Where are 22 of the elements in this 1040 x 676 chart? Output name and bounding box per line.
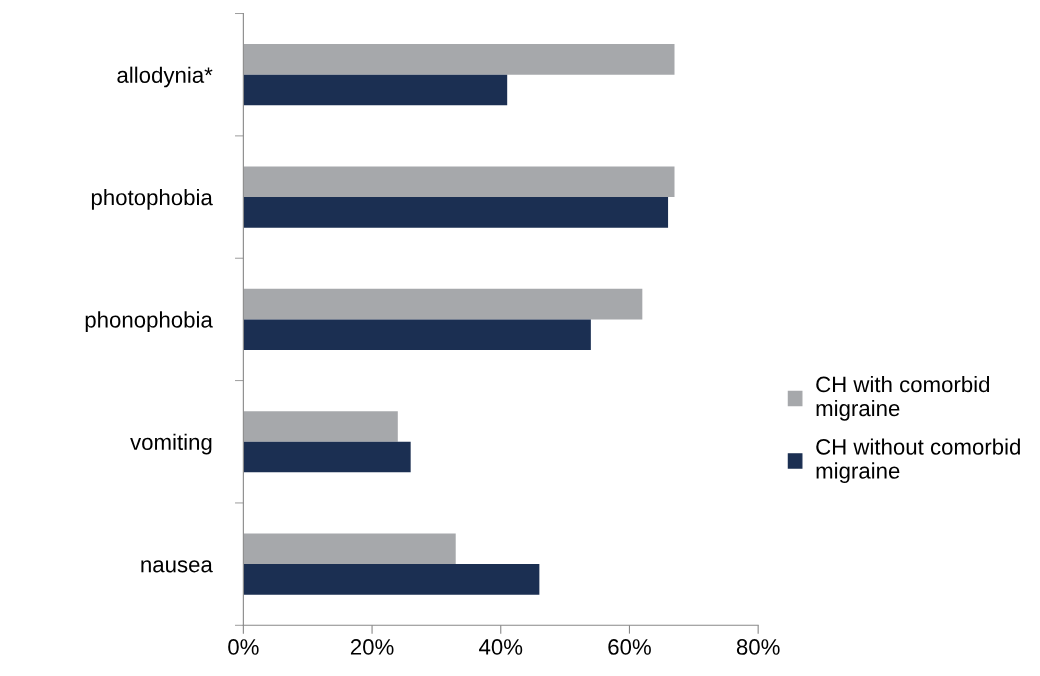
bar (243, 74, 508, 106)
bar (243, 441, 411, 473)
bar (243, 319, 591, 350)
x-tick-label: 40% (479, 639, 523, 655)
y-tick-label: nausea (141, 560, 213, 573)
bar (243, 564, 540, 595)
bar (243, 411, 398, 442)
legend-label: CH with comorbid migraine (816, 375, 990, 421)
y-tick-label: vomiting (130, 433, 212, 455)
x-tick-label: 0% (228, 639, 259, 655)
bar (243, 197, 669, 228)
bar (243, 288, 643, 320)
bar (243, 533, 456, 565)
y-tick-label: photophobia (91, 189, 213, 210)
x-tick-label: 20% (350, 639, 394, 655)
x-tick-label: 80% (736, 639, 780, 655)
y-tick-label: phonophobia (85, 311, 213, 333)
bar (243, 166, 675, 198)
bar (243, 44, 675, 75)
legend-label: CH without comorbid migraine (816, 438, 1020, 484)
y-tick-label: allodynia* (117, 66, 213, 88)
x-tick-label: 60% (608, 639, 651, 655)
